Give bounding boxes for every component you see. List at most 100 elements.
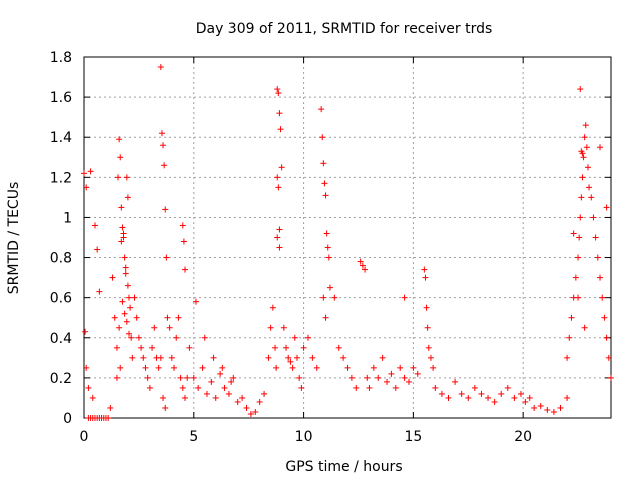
- data-point: [243, 404, 250, 411]
- data-point: [124, 194, 131, 201]
- data-point: [362, 266, 369, 273]
- data-point: [217, 370, 224, 377]
- data-point: [261, 390, 268, 397]
- data-point: [605, 354, 612, 361]
- data-point: [322, 192, 329, 199]
- data-point: [96, 288, 103, 295]
- data-point: [180, 238, 187, 245]
- data-point: [201, 334, 208, 341]
- data-point: [142, 364, 149, 371]
- data-point: [353, 384, 360, 391]
- data-point: [157, 354, 164, 361]
- data-point: [113, 374, 120, 381]
- data-point: [173, 334, 180, 341]
- data-point: [190, 374, 197, 381]
- data-point: [221, 384, 228, 391]
- data-point: [140, 354, 147, 361]
- data-point: [397, 364, 404, 371]
- data-point: [83, 184, 90, 191]
- data-point: [230, 374, 237, 381]
- data-point: [121, 254, 128, 261]
- y-tick-label: 0.8: [50, 251, 72, 267]
- data-point: [423, 304, 430, 311]
- y-tick-label: 0: [63, 411, 72, 427]
- data-point: [158, 130, 165, 137]
- data-point: [87, 168, 94, 175]
- data-point: [594, 254, 601, 261]
- data-point: [107, 404, 114, 411]
- data-point: [388, 370, 395, 377]
- data-point: [422, 274, 429, 281]
- data-point: [113, 344, 120, 351]
- grid-lines: [83, 56, 611, 419]
- data-point: [375, 374, 382, 381]
- y-axis-label: SRMTID / TECUs: [6, 182, 22, 295]
- data-point: [131, 294, 138, 301]
- data-point: [228, 378, 235, 385]
- data-point: [564, 354, 571, 361]
- data-point: [298, 384, 305, 391]
- data-point: [234, 398, 241, 405]
- data-point: [123, 318, 130, 325]
- data-point: [326, 284, 333, 291]
- data-point: [149, 344, 156, 351]
- data-point: [570, 230, 577, 237]
- data-point: [123, 174, 130, 181]
- data-point: [322, 314, 329, 321]
- data-point: [427, 354, 434, 361]
- data-point: [432, 384, 439, 391]
- data-point: [120, 230, 127, 237]
- data-point: [557, 404, 564, 411]
- data-point: [379, 354, 386, 361]
- data-point: [318, 106, 325, 113]
- data-point: [272, 344, 279, 351]
- data-point: [119, 224, 126, 231]
- y-axis: 0 0.2 0.4 0.6 0.8 1 1.2 1.4 1.6 1.8: [50, 50, 611, 427]
- data-point: [566, 334, 573, 341]
- data-point: [126, 330, 133, 337]
- data-point: [115, 174, 122, 181]
- data-point: [124, 282, 131, 289]
- data-point: [458, 390, 465, 397]
- y-tick-label: 0.4: [50, 331, 72, 347]
- data-point: [127, 304, 134, 311]
- data-point: [116, 136, 123, 143]
- data-point: [184, 374, 191, 381]
- data-point: [89, 394, 96, 401]
- data-point: [578, 194, 585, 201]
- data-point: [94, 246, 101, 253]
- data-point: [340, 354, 347, 361]
- data-point: [83, 364, 90, 371]
- data-point: [410, 364, 417, 371]
- data-point: [584, 164, 591, 171]
- data-point: [179, 222, 186, 229]
- data-point: [144, 374, 151, 381]
- data-point: [576, 234, 583, 241]
- chart-title: Day 309 of 2011, SRMTID for receiver trd…: [196, 21, 493, 37]
- data-point: [269, 304, 276, 311]
- data-point: [517, 390, 524, 397]
- data-point: [414, 370, 421, 377]
- data-point: [491, 398, 498, 405]
- data-point: [550, 408, 557, 415]
- data-point: [564, 394, 571, 401]
- data-point: [210, 354, 217, 361]
- x-tick-label: 10: [295, 429, 313, 445]
- data-point: [577, 214, 584, 221]
- data-point: [274, 234, 281, 241]
- data-point: [276, 226, 283, 233]
- data-point: [274, 174, 281, 181]
- data-point: [82, 328, 89, 335]
- data-point: [580, 154, 587, 161]
- data-point: [109, 274, 116, 281]
- x-tick-label: 15: [404, 429, 422, 445]
- data-point: [117, 154, 124, 161]
- data-point: [425, 344, 432, 351]
- data-point: [162, 404, 169, 411]
- data-point: [401, 374, 408, 381]
- data-point: [280, 324, 287, 331]
- data-point: [118, 238, 125, 245]
- data-point: [471, 384, 478, 391]
- data-point: [392, 384, 399, 391]
